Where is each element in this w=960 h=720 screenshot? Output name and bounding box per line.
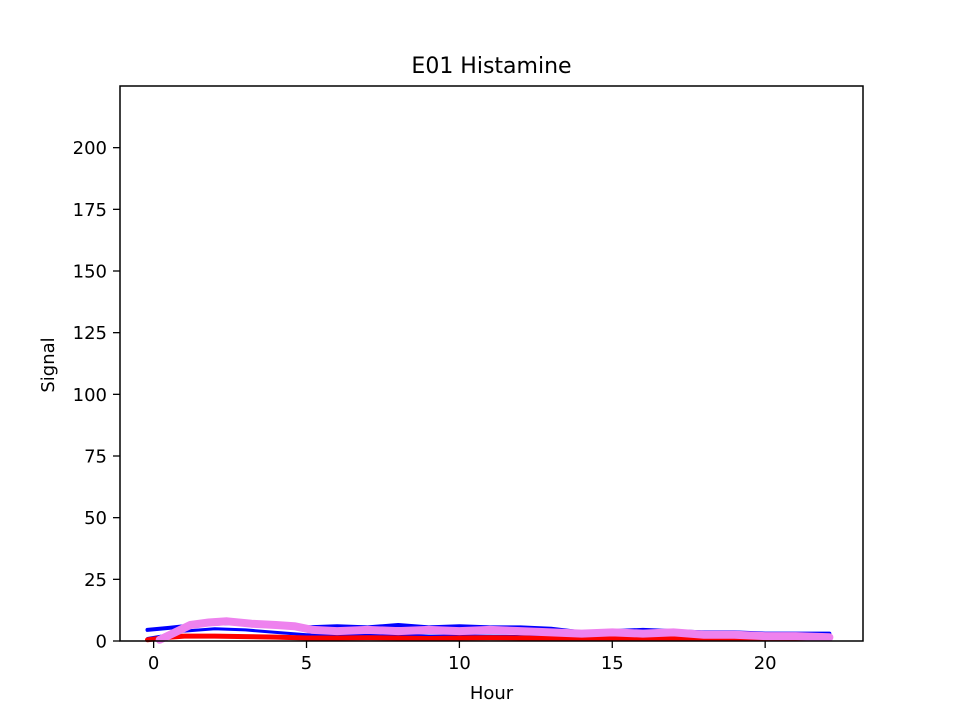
x-tick-label: 0 xyxy=(148,653,159,674)
x-tick-label: 20 xyxy=(754,653,777,674)
y-tick-label: 25 xyxy=(84,570,107,591)
chart-title: E01 Histamine xyxy=(411,54,571,79)
y-tick-label: 175 xyxy=(73,200,107,221)
series-line-3 xyxy=(145,633,832,643)
x-tick-label: 5 xyxy=(301,653,312,674)
y-tick-label: 0 xyxy=(96,632,107,653)
x-tick-label: 10 xyxy=(448,653,471,674)
series-line-4 xyxy=(155,617,834,644)
y-tick-label: 125 xyxy=(73,323,107,344)
y-axis-label: Signal xyxy=(38,337,59,392)
plot-frame xyxy=(119,85,864,642)
y-tick-label: 150 xyxy=(73,262,107,283)
y-tick-label: 200 xyxy=(73,138,107,159)
y-tick-label: 100 xyxy=(73,385,107,406)
y-tick-label: 50 xyxy=(84,508,107,529)
x-axis-ticks: 0 5 10 15 20 xyxy=(148,641,777,674)
y-axis-ticks: 0 25 50 75 100 125 150 175 200 xyxy=(73,138,120,653)
x-axis-label: Hour xyxy=(470,683,514,704)
plot-series xyxy=(145,617,834,644)
y-tick-label: 75 xyxy=(84,447,107,468)
x-tick-label: 15 xyxy=(601,653,624,674)
